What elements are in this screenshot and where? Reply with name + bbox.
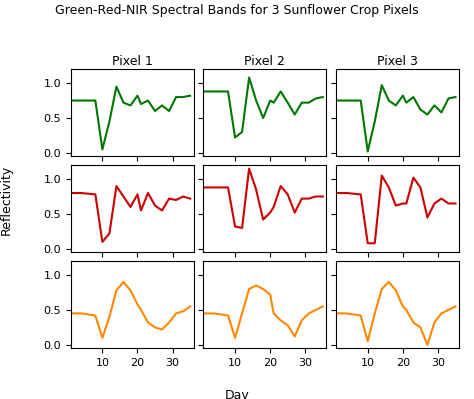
Title: Pixel 1: Pixel 1 [112, 55, 153, 68]
Text: Day: Day [225, 389, 249, 399]
Text: Green-Red-NIR Spectral Bands for 3 Sunflower Crop Pixels: Green-Red-NIR Spectral Bands for 3 Sunfl… [55, 4, 419, 17]
Text: Reflectivity: Reflectivity [0, 164, 13, 235]
Title: Pixel 3: Pixel 3 [377, 55, 418, 68]
Title: Pixel 2: Pixel 2 [245, 55, 285, 68]
